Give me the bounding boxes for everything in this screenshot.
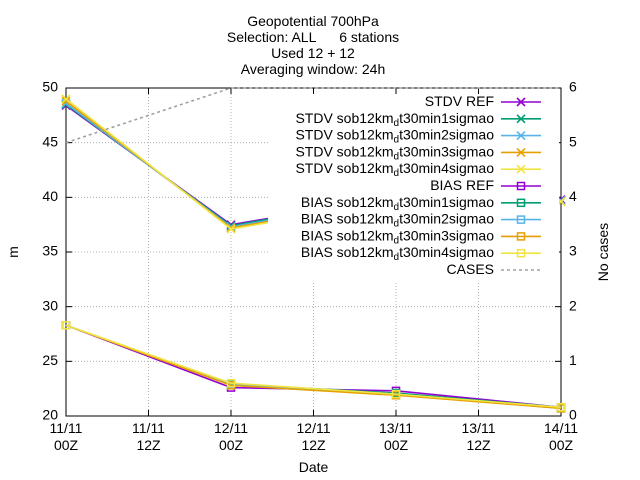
data-point — [391, 389, 401, 399]
x-tick-label-hour: 00Z — [54, 437, 79, 453]
legend-entry: BIAS sob12kmdt30min4sigmao — [301, 244, 541, 263]
y2-tick-label: 1 — [569, 352, 577, 368]
x-axis-label: Date — [299, 459, 329, 475]
legend-marker — [516, 164, 526, 174]
x-tick-label-date: 13/11 — [462, 420, 496, 436]
x-tick-label-hour: 00Z — [219, 437, 244, 453]
x-tick-label-hour: 12Z — [466, 437, 491, 453]
y-tick-label: 40 — [42, 188, 58, 204]
legend-label: STDV sob12kmdt30min3sigmao — [295, 143, 494, 162]
x-tick-label-hour: 00Z — [384, 437, 409, 453]
y-axis-label: m — [5, 246, 21, 258]
series-line — [65, 87, 561, 144]
x-tick-label-hour: 12Z — [136, 437, 161, 453]
y2-tick-label: 3 — [569, 243, 577, 259]
series-line — [65, 324, 562, 409]
x-tick-label-date: 12/11 — [214, 420, 248, 436]
data-point — [226, 378, 236, 388]
series-10 — [65, 87, 561, 144]
y2-axis-label: No cases — [595, 223, 611, 281]
legend-marker — [516, 131, 526, 141]
y-tick-label: 30 — [42, 297, 58, 313]
legend-label: CASES — [447, 261, 494, 277]
y-tick-label: 45 — [42, 133, 58, 149]
legend-entry: STDV sob12kmdt30min4sigmao — [295, 160, 541, 179]
legend-entry: BIAS sob12kmdt30min1sigmao — [301, 194, 541, 213]
legend-label: BIAS sob12kmdt30min3sigmao — [301, 227, 494, 246]
data-point — [556, 403, 566, 412]
y2-tick-label: 0 — [569, 407, 577, 423]
legend-marker — [516, 97, 526, 107]
legend-label: STDV sob12kmdt30min2sigmao — [295, 126, 494, 145]
x-tick-label-date: 13/11 — [379, 420, 413, 436]
legend-entry: STDV sob12kmdt30min3sigmao — [295, 143, 541, 162]
legend-label: STDV sob12kmdt30min1sigmao — [295, 110, 494, 129]
y-tick-label: 35 — [42, 243, 58, 259]
x-tick-label-date: 12/11 — [297, 420, 331, 436]
legend-label: BIAS sob12kmdt30min1sigmao — [301, 194, 494, 213]
title-line: Used 12 + 12 — [271, 45, 355, 61]
y2-tick-label: 4 — [569, 188, 577, 204]
legend-background — [268, 94, 559, 283]
y-tick-label: 25 — [42, 352, 58, 368]
legend-entry: CASES — [447, 261, 541, 277]
title-line: Averaging window: 24h — [241, 61, 386, 77]
x-tick-label-hour: 12Z — [301, 437, 326, 453]
legend-entry: BIAS sob12kmdt30min3sigmao — [301, 227, 541, 246]
legend-marker — [516, 215, 526, 224]
y2-tick-label: 6 — [569, 79, 577, 95]
data-point — [226, 224, 236, 234]
x-tick-label-hour: 00Z — [549, 437, 574, 453]
y-tick-label: 20 — [42, 407, 58, 423]
title-line: Geopotential 700hPa — [247, 13, 379, 29]
axis-ticks: 20253035404550012345611/1100Z11/1112Z12/… — [42, 79, 578, 453]
x-tick-label-date: 11/11 — [132, 420, 165, 436]
legend-marker — [516, 114, 526, 124]
x-tick-label-date: 11/11 — [50, 420, 83, 436]
data-point — [61, 94, 71, 104]
legend-entry: STDV sob12kmdt30min1sigmao — [295, 110, 541, 129]
legend-marker — [516, 198, 526, 208]
x-tick-label-date: 14/11 — [544, 420, 578, 436]
title-line: Selection: ALL 6 stations — [227, 29, 399, 45]
series-line — [65, 324, 562, 410]
series-8 — [61, 321, 566, 413]
y2-tick-label: 5 — [569, 133, 577, 149]
legend-marker — [516, 181, 526, 191]
y-tick-label: 50 — [42, 79, 58, 95]
series-9 — [61, 321, 566, 412]
legend-marker — [516, 248, 526, 258]
legend-marker — [516, 232, 526, 241]
legend-label: BIAS REF — [430, 177, 494, 193]
legend-label: STDV REF — [425, 93, 494, 109]
legend-entry: STDV REF — [425, 93, 541, 109]
legend-entry: BIAS sob12kmdt30min2sigmao — [301, 210, 541, 229]
y2-tick-label: 2 — [569, 297, 577, 313]
data-point — [61, 96, 71, 106]
legend-label: STDV sob12kmdt30min4sigmao — [295, 160, 494, 179]
legend-label: BIAS sob12kmdt30min2sigmao — [301, 210, 494, 229]
legend-label: BIAS sob12kmdt30min4sigmao — [301, 244, 494, 263]
legend-entry: BIAS REF — [430, 177, 541, 193]
data-point — [61, 321, 71, 330]
legend-entry: STDV sob12kmdt30min2sigmao — [295, 126, 541, 145]
legend-marker — [516, 147, 526, 157]
series-7 — [61, 321, 566, 413]
